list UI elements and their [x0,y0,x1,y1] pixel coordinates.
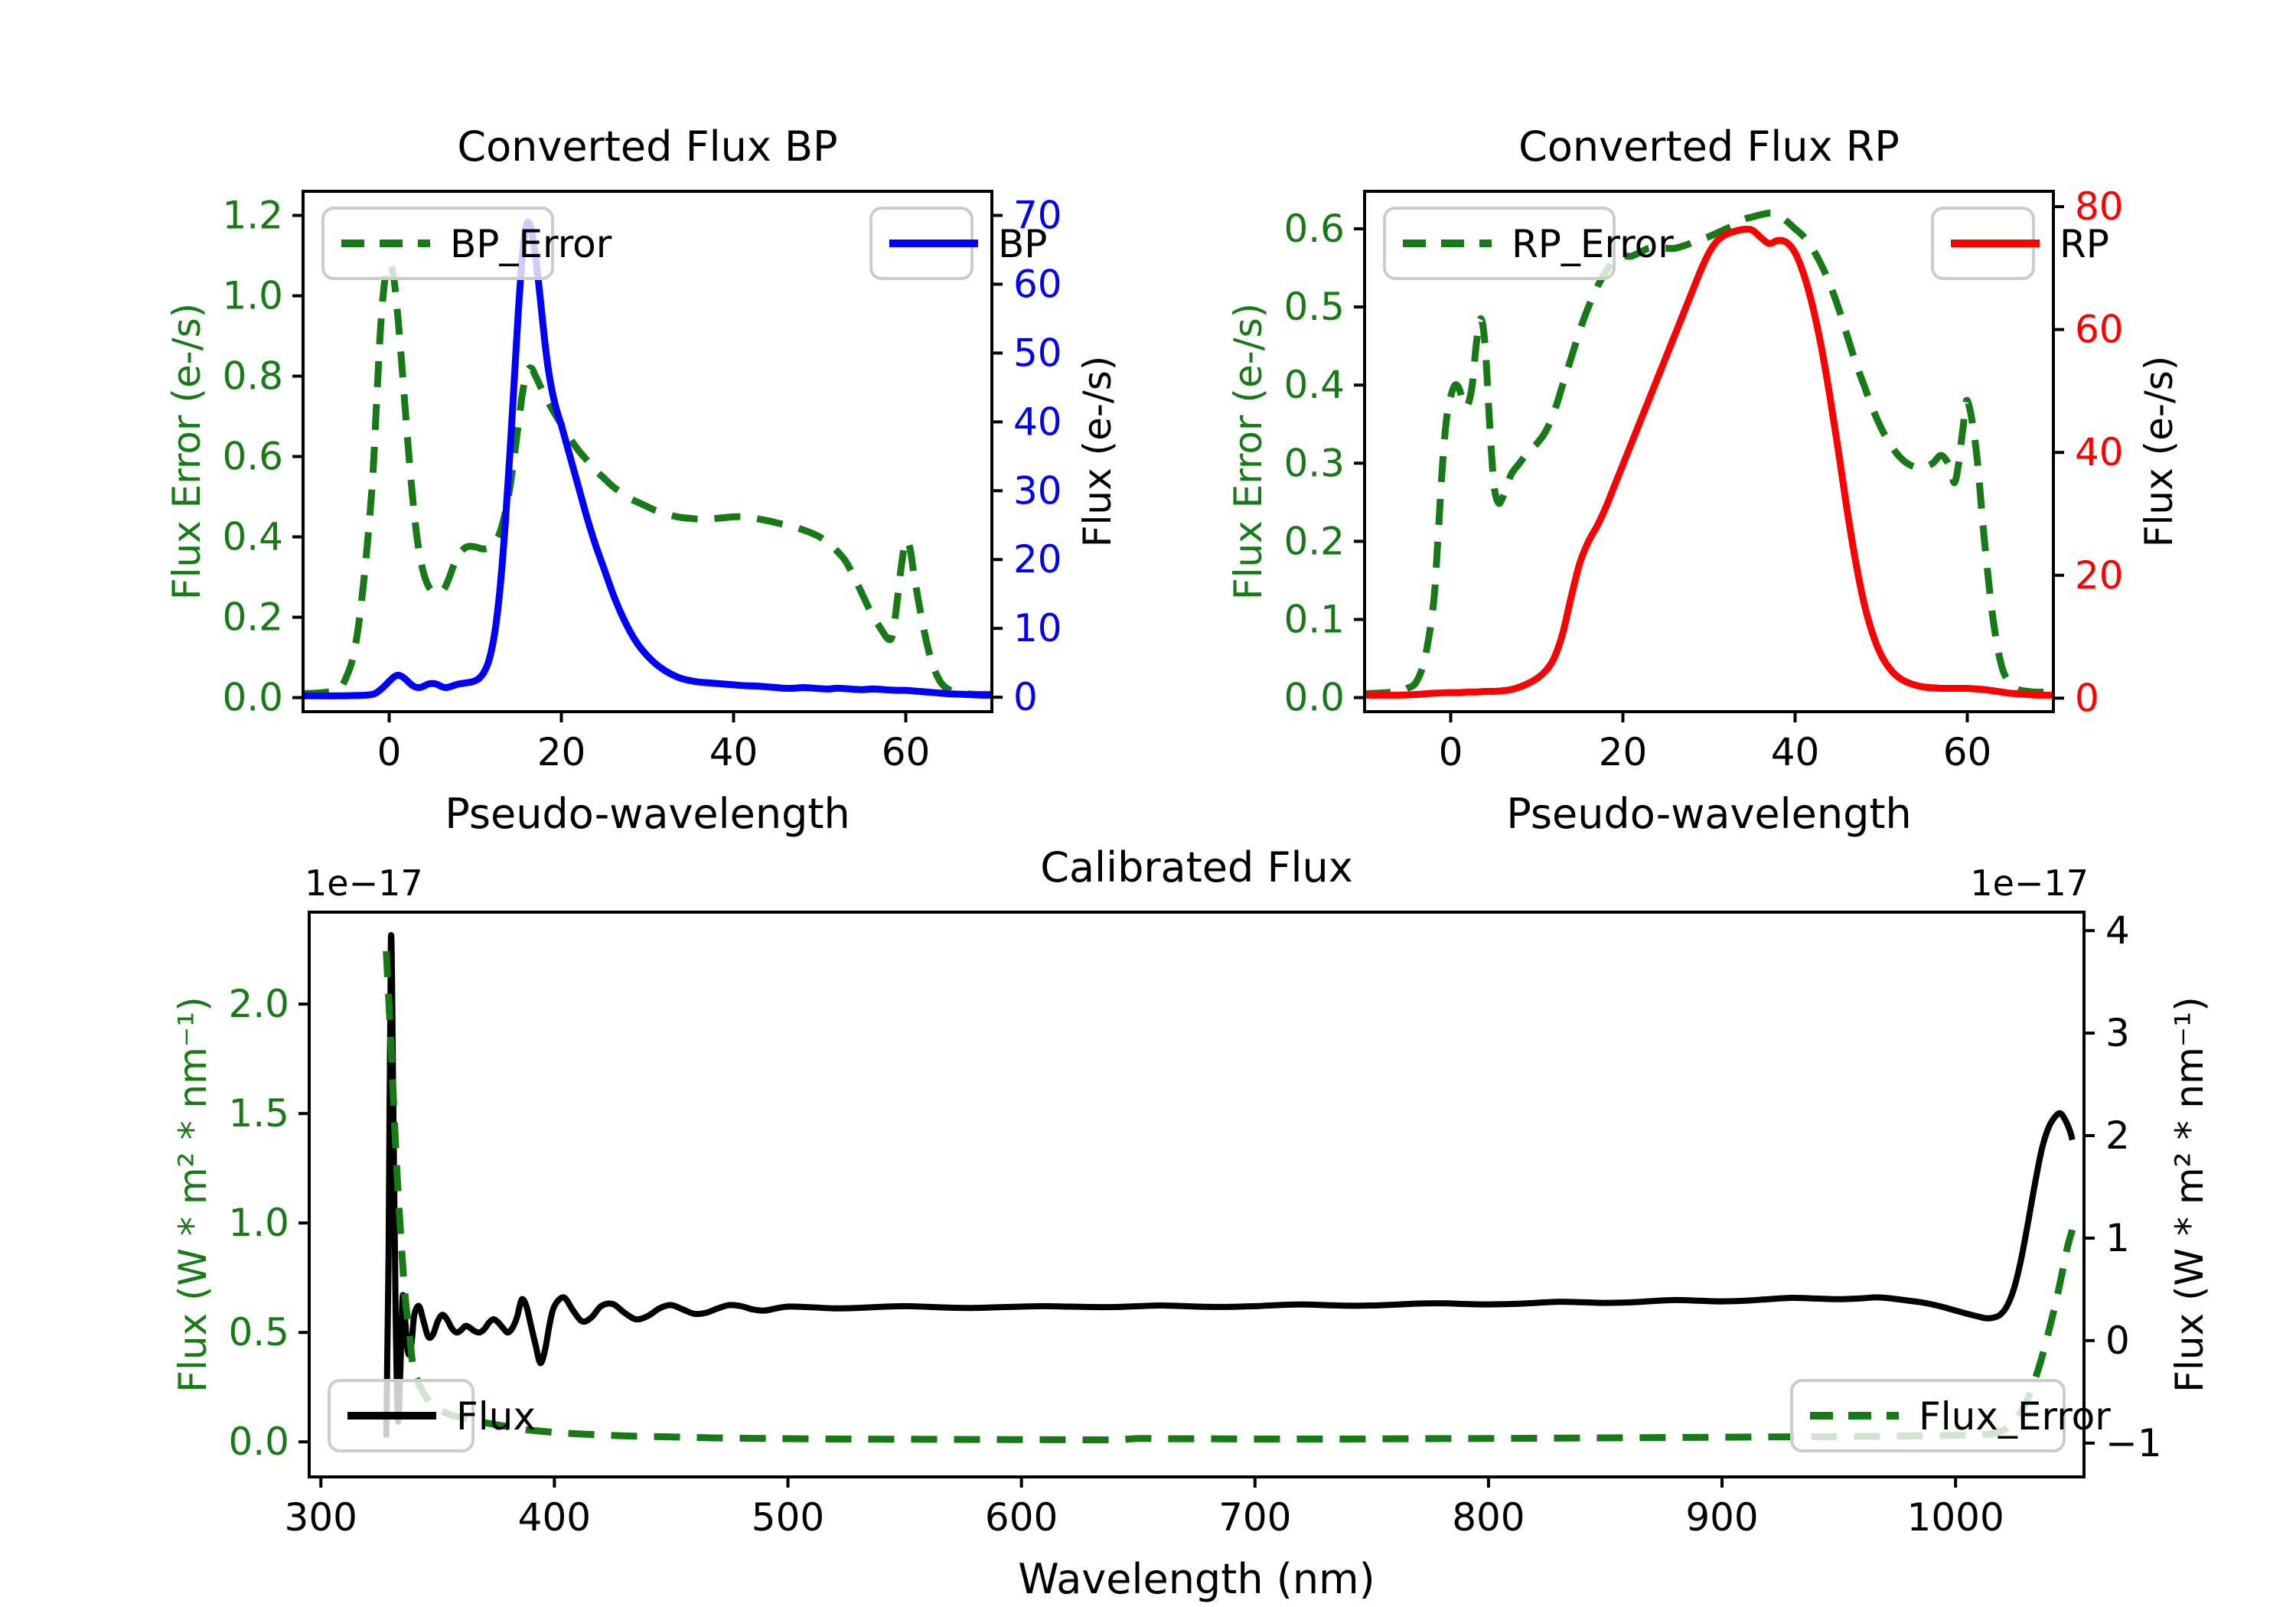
xaxis-label-calibrated: Wavelength (nm) [1018,1555,1375,1603]
legend-bp-left[interactable]: BP_Error [321,207,612,280]
ytick-label-right: 3 [2105,1011,2130,1055]
ytick-label-left: 0.3 [1283,441,1345,485]
series-flux [383,932,2076,1438]
yaxis-label-left-calibrated: Flux (W * m² * nm⁻¹) [171,996,215,1392]
ytick-label-right: 0 [2075,676,2099,720]
legend-label: RP_Error [1512,222,1674,266]
ytick-label-right: 40 [1013,399,1062,444]
ytick-label-left: 0.6 [222,435,283,479]
ytick-label-left: 1.5 [228,1091,289,1136]
xtick-label: 600 [985,1495,1058,1540]
ytick-label-right: 30 [1013,468,1062,513]
xtick-label: 0 [1439,730,1463,774]
xtick-label: 60 [1943,730,1992,774]
ytick-label-left: 0.4 [1283,363,1345,407]
ytick-label-right: 40 [2075,430,2124,474]
ytick-label-left: 0.0 [222,676,283,720]
xtick-label: 20 [537,730,586,774]
legend-rp-right[interactable]: RP [1931,207,2109,280]
series-flux_error [383,950,2076,1444]
ytick-label-left: 0.5 [228,1310,289,1354]
ytick-label-right: −1 [2105,1421,2162,1465]
ytick-label-right: 20 [1013,537,1062,582]
ytick-label-right: 0 [2105,1319,2130,1363]
xtick-label: 40 [1771,730,1820,774]
yaxis-offset-left: 1e−17 [305,862,423,904]
chart-title-bp: Converted Flux BP [457,122,837,171]
ytick-label-right: 4 [2105,908,2130,953]
ytick-label-left: 0.5 [1283,285,1345,329]
ytick-label-right: 1 [2105,1216,2130,1260]
legend-bp-right[interactable]: BP [869,207,1047,280]
xtick-label: 20 [1599,730,1648,774]
legend-label: BP_Error [450,222,612,266]
series-bp [305,218,990,699]
yaxis-label-right-rp: Flux (e-/s) [2137,356,2181,548]
legend-rp-left[interactable]: RP_Error [1383,207,1674,280]
xtick-label: 0 [377,730,402,774]
chart-title-rp: Converted Flux RP [1518,122,1900,171]
ytick-label-left: 0.1 [1283,598,1345,642]
legend-label: Flux_Error [1919,1394,2111,1439]
xtick-label: 300 [285,1495,357,1540]
ytick-label-left: 2.0 [228,982,289,1026]
ytick-label-left: 0.4 [222,515,283,559]
ytick-label-left: 0.8 [222,354,283,399]
ytick-label-right: 10 [1013,606,1062,650]
legend-label: RP [2060,222,2109,266]
xtick-label: 700 [1218,1495,1291,1540]
ytick-label-left: 0.2 [1283,519,1345,563]
xtick-label: 60 [882,730,931,774]
plot-frame-calibrated [308,911,2086,1478]
ytick-label-left: 1.0 [228,1201,289,1245]
series-rp [1366,225,2052,699]
xtick-label: 400 [518,1495,591,1540]
xtick-label: 1000 [1907,1495,2004,1540]
xtick-label: 500 [752,1495,824,1540]
legend-calibrated-left[interactable]: Flux [328,1379,536,1452]
yaxis-offset-right: 1e−17 [1970,862,2089,904]
ytick-label-right: 50 [1013,331,1062,375]
ytick-label-right: 2 [2105,1113,2130,1158]
ytick-label-right: 60 [2075,308,2124,352]
ytick-label-right: 0 [1013,675,1038,719]
ytick-label-right: 60 [1013,262,1062,306]
ytick-label-left: 1.2 [222,194,283,238]
xtick-label: 800 [1452,1495,1525,1540]
legend-label: Flux [456,1394,536,1439]
plot-frame-bp [302,190,993,713]
ytick-label-right: 70 [1013,193,1062,237]
yaxis-label-right-calibrated: Flux (W * m² * nm⁻¹) [2167,996,2212,1392]
yaxis-label-left-bp: Flux Error (e-/s) [165,303,209,600]
ytick-label-left: 0.0 [228,1420,289,1464]
xaxis-label-rp: Pseudo-wavelength [1506,790,1912,838]
ytick-label-left: 1.0 [222,274,283,318]
xtick-label: 40 [709,730,758,774]
ytick-label-left: 0.0 [1283,676,1345,720]
legend-calibrated-right[interactable]: Flux_Error [1790,1379,2111,1452]
legend-label: BP [998,222,1047,266]
yaxis-label-right-bp: Flux (e-/s) [1075,356,1120,548]
ytick-label-left: 0.2 [222,595,283,640]
xtick-label: 900 [1685,1495,1758,1540]
xaxis-label-bp: Pseudo-wavelength [445,790,850,838]
ytick-label-right: 80 [2075,184,2124,229]
chart-title-calibrated: Calibrated Flux [1040,843,1352,892]
ytick-label-left: 0.6 [1283,207,1345,251]
yaxis-label-left-rp: Flux Error (e-/s) [1226,303,1270,600]
series-rp_error [1366,210,2052,697]
series-bp_error [305,259,990,698]
ytick-label-right: 20 [2075,553,2124,598]
